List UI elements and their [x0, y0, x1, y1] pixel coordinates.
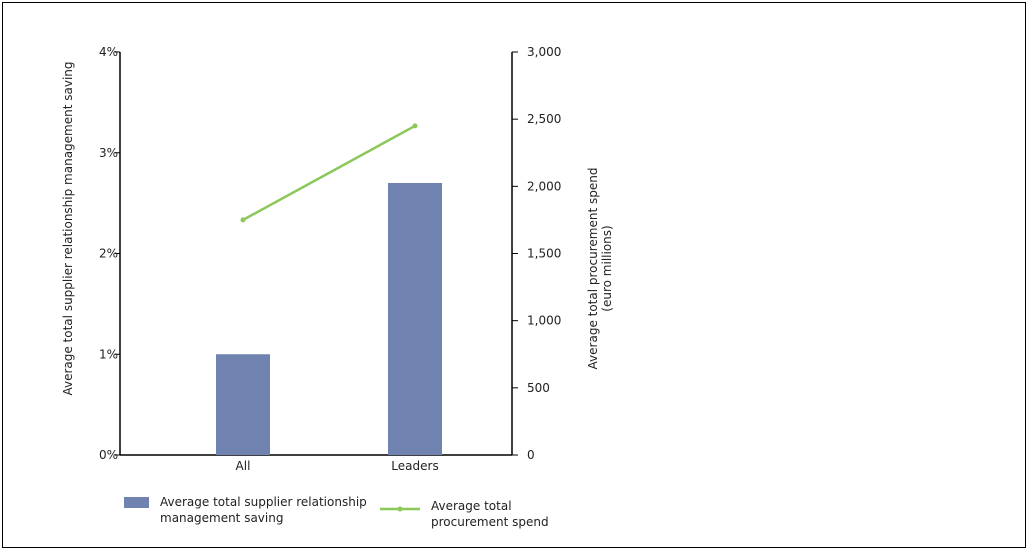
- legend-label-line: Average total: [431, 499, 512, 513]
- y-left-axis: 0% 1% 2% 3% 4% Average total supplier relatio…: [61, 45, 121, 462]
- legend: Average total supplier relationship manag…: [124, 495, 549, 529]
- legend-swatch-bar: [124, 497, 149, 508]
- bar-series: [216, 182, 442, 455]
- bar: [216, 354, 270, 455]
- y-right-tick-label: 1,500: [527, 247, 561, 261]
- bar: [388, 182, 442, 455]
- y-left-tick-label: 1%: [99, 347, 118, 361]
- x-tick-label: All: [236, 459, 251, 473]
- legend-label-line: Average total supplier relationship: [160, 495, 367, 509]
- y-right-tick-label: 2,000: [527, 179, 561, 193]
- line-path: [242, 124, 416, 222]
- y-right-axis: 0 500 1,000 1,500 2,000 2,500 3,000 Average tot…: [511, 45, 614, 462]
- legend-swatch-marker: [397, 506, 403, 512]
- y-right-tick-label: 1,000: [527, 314, 561, 328]
- y-left-tick-label: 3%: [99, 146, 118, 160]
- y-left-tick-label: 4%: [99, 45, 118, 59]
- legend-label-line: procurement spend: [431, 515, 549, 529]
- y-left-tick-label: 2%: [99, 247, 118, 261]
- line-series: [240, 123, 418, 223]
- x-axis: All Leaders: [120, 454, 512, 473]
- y-left-axis-title: Average total supplier relationship mana…: [61, 61, 75, 395]
- legend-label-line: management saving: [160, 511, 283, 525]
- y-left-tick-label: 0%: [99, 448, 118, 462]
- line-point: [240, 217, 246, 223]
- x-tick-label: Leaders: [391, 459, 438, 473]
- y-right-axis-title-line: (euro millions): [600, 225, 614, 311]
- y-right-tick-label: 500: [527, 381, 550, 395]
- legend-label-line-series: Average total procurement spend: [431, 499, 549, 529]
- y-right-axis-title: Average total procurement spend(euro mil…: [586, 168, 614, 370]
- y-right-axis-title-line: Average total procurement spend: [586, 168, 600, 370]
- line-point: [412, 123, 418, 129]
- y-right-tick-label: 0: [527, 448, 535, 462]
- y-right-tick-label: 2,500: [527, 112, 561, 126]
- y-right-tick-label: 3,000: [527, 45, 561, 59]
- legend-label-bar: Average total supplier relationship manag…: [160, 495, 367, 525]
